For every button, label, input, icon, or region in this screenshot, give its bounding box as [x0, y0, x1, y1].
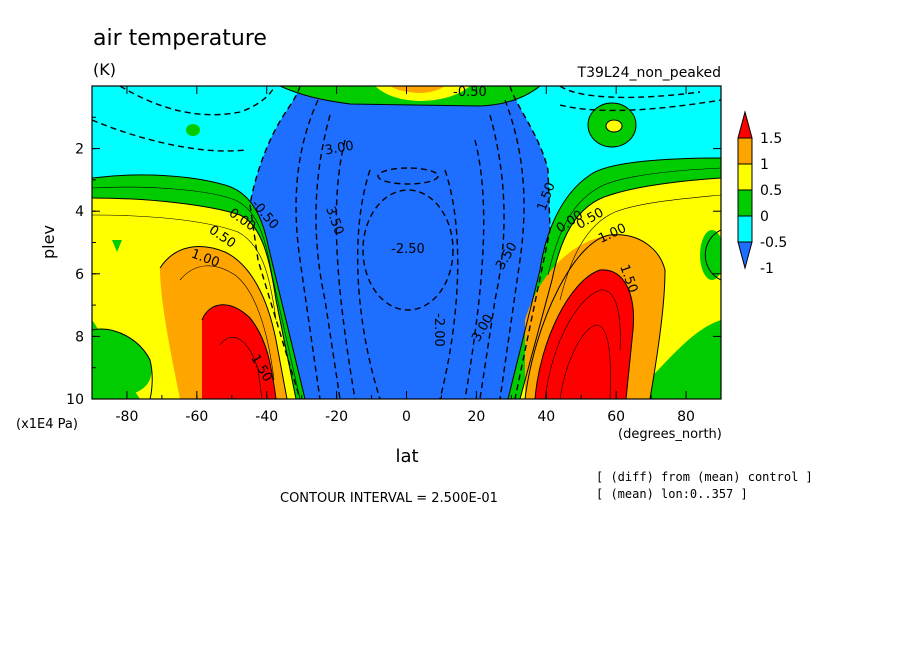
x-tick-label: 80	[677, 409, 695, 425]
thin-contours	[92, 167, 721, 399]
contour-fill-zero	[660, 330, 721, 399]
solid-contours	[92, 86, 721, 399]
y-axis-units: (x1E4 Pa)	[16, 417, 78, 432]
colorbar-swatch	[737, 137, 753, 165]
y-axis: 2 4 6 8 10	[66, 116, 721, 408]
x-tick-label: 40	[537, 409, 555, 425]
note-diff-from-control: [ (diff) from (mean) control ]	[596, 470, 813, 484]
colorbar-label: 0.5	[760, 183, 782, 199]
x-tick-label: 0	[402, 409, 411, 425]
contour-fill-zero	[186, 124, 200, 136]
colorbar-label: 1	[760, 157, 769, 173]
contour-fill-one-half	[202, 304, 276, 399]
units-label: (K)	[93, 60, 116, 79]
y-tick-label: 6	[75, 267, 84, 283]
run-label: T39L24_non_peaked	[577, 65, 721, 81]
x-tick-label: -60	[185, 409, 208, 425]
note-mean-lon: [ (mean) lon:0..357 ]	[596, 487, 748, 501]
y-tick-label: 10	[66, 392, 84, 408]
colorbar: 1.5 1 0.5 0 -0.5 -1	[737, 110, 787, 277]
contour-fill-one-half	[535, 269, 634, 399]
y-tick-label: 2	[75, 142, 84, 158]
colorbar-swatch	[737, 189, 753, 217]
contour-fill-half	[606, 120, 622, 132]
y-axis-label: plev	[39, 225, 58, 259]
x-axis: -80 -60 -40 -20 0 20 40 60 80	[91, 86, 722, 425]
contour-fill-zero	[92, 329, 152, 399]
x-axis-units: (degrees_north)	[618, 427, 722, 442]
contour-label: -2.50	[391, 242, 425, 257]
x-tick-label: 60	[607, 409, 625, 425]
x-tick-label: -80	[116, 409, 139, 425]
chart-title: air temperature	[93, 26, 267, 51]
colorbar-top-arrow	[737, 110, 753, 139]
x-axis-label: lat	[395, 446, 418, 467]
colorbar-swatch	[737, 163, 753, 191]
colorbar-label: -0.5	[760, 235, 787, 251]
contour-label: 3.00	[324, 139, 355, 159]
colorbar-swatch	[737, 215, 753, 243]
y-tick-label: 8	[75, 329, 84, 345]
contour-label: -0.50	[453, 85, 487, 100]
colorbar-bottom-arrow	[737, 241, 753, 270]
colorbar-label: -1	[760, 261, 774, 277]
contour-label: -2.00	[431, 313, 446, 347]
x-tick-label: -40	[255, 409, 278, 425]
x-tick-label: 20	[467, 409, 485, 425]
contour-fill-one	[390, 86, 445, 93]
colorbar-label: 0	[760, 209, 769, 225]
contour-interval-text: CONTOUR INTERVAL = 2.500E-01	[280, 491, 498, 506]
y-tick-label: 4	[75, 204, 84, 220]
contour-fill-zero	[112, 240, 122, 252]
colorbar-label: 1.5	[760, 131, 782, 147]
plot-area	[92, 86, 721, 399]
dashed-contours	[92, 86, 721, 399]
contour-fill-zero	[700, 230, 721, 280]
x-tick-label: -20	[325, 409, 348, 425]
